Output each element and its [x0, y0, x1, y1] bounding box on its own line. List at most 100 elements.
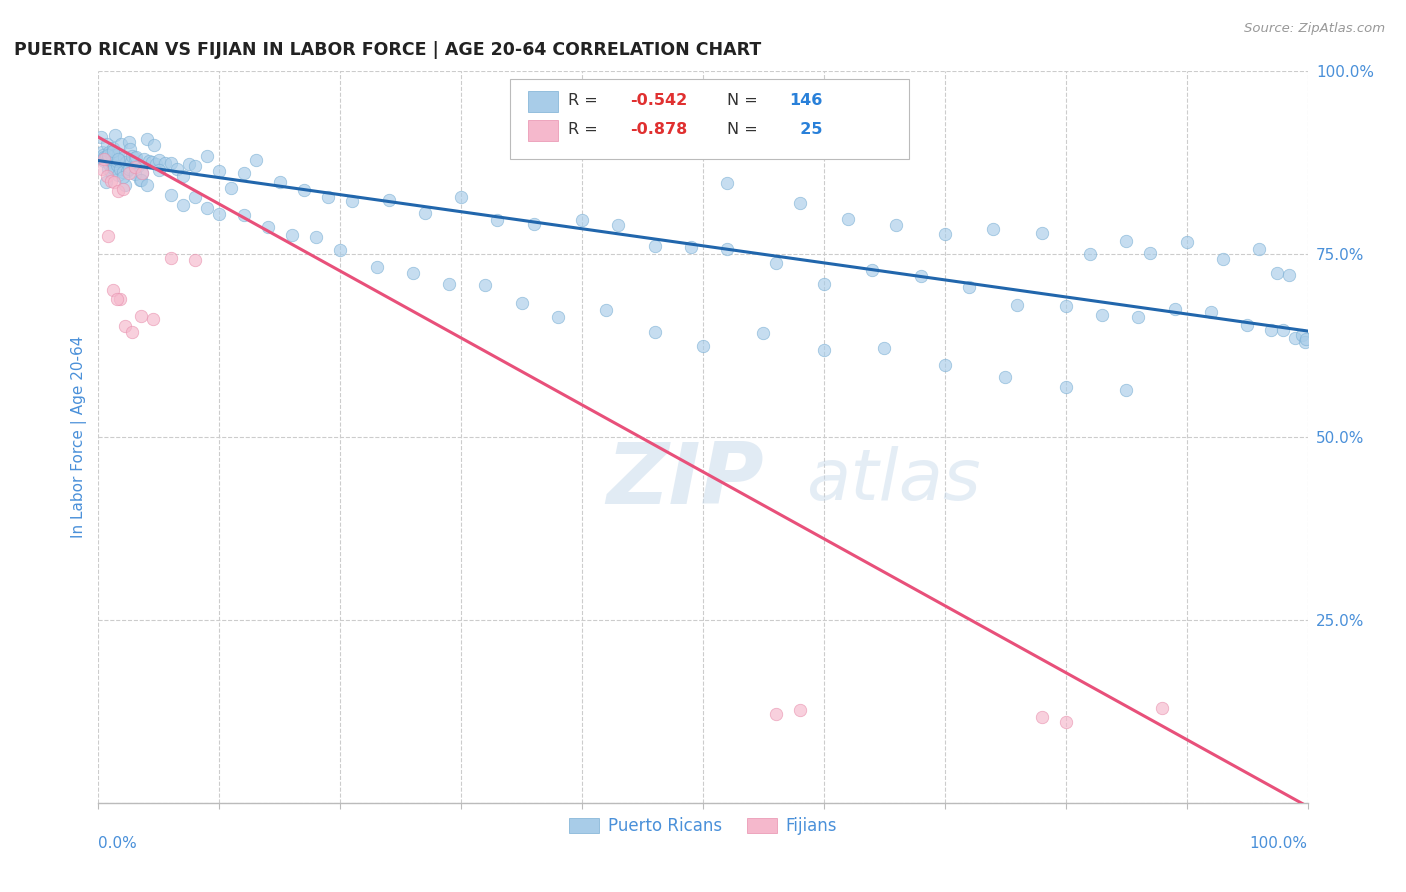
Point	[413, 206, 436, 220]
Point	[981, 222, 1004, 236]
Point	[108, 153, 131, 167]
Point	[129, 173, 152, 187]
Text: 0.0%: 0.0%	[98, 836, 138, 851]
Point	[98, 145, 121, 159]
Point	[789, 195, 811, 210]
Point	[96, 137, 118, 152]
Point	[101, 140, 124, 154]
Text: N =: N =	[727, 122, 763, 137]
Point	[644, 239, 666, 253]
Point	[679, 240, 702, 254]
Point	[934, 358, 956, 372]
Point	[97, 153, 120, 168]
Text: 25: 25	[789, 122, 823, 137]
Point	[1272, 323, 1295, 337]
Point	[115, 155, 138, 169]
Point	[91, 152, 114, 166]
Point	[145, 157, 167, 171]
Point	[135, 178, 157, 193]
Point	[131, 167, 153, 181]
Point	[1284, 331, 1306, 345]
Point	[141, 155, 163, 169]
Point	[148, 163, 170, 178]
Point	[547, 310, 569, 325]
Point	[184, 159, 207, 173]
Point	[114, 178, 136, 192]
Point	[329, 244, 352, 258]
Point	[124, 151, 146, 165]
Point	[93, 153, 115, 168]
Y-axis label: In Labor Force | Age 20-64: In Labor Force | Age 20-64	[72, 336, 87, 538]
Point	[195, 149, 218, 163]
Point	[595, 303, 617, 318]
Point	[789, 703, 811, 717]
Point	[179, 156, 201, 170]
Point	[1078, 246, 1101, 260]
Point	[118, 143, 141, 157]
Point	[103, 161, 125, 176]
Point	[100, 154, 122, 169]
Point	[1054, 299, 1077, 313]
Point	[813, 343, 835, 357]
Text: atlas: atlas	[806, 447, 980, 516]
Point	[377, 193, 399, 207]
Point	[1175, 235, 1198, 249]
Point	[107, 184, 129, 198]
Text: PUERTO RICAN VS FIJIAN IN LABOR FORCE | AGE 20-64 CORRELATION CHART: PUERTO RICAN VS FIJIAN IN LABOR FORCE | …	[14, 41, 761, 59]
Point	[134, 152, 156, 166]
Point	[129, 309, 152, 323]
Point	[1212, 252, 1234, 266]
Point	[108, 161, 131, 176]
Point	[256, 219, 278, 234]
Point	[232, 208, 254, 222]
Point	[281, 227, 304, 242]
Point	[571, 212, 593, 227]
Point	[100, 174, 122, 188]
Point	[143, 138, 166, 153]
Point	[957, 280, 980, 294]
Point	[1115, 234, 1137, 248]
Point	[127, 159, 149, 173]
Point	[316, 190, 339, 204]
Point	[125, 150, 148, 164]
Point	[91, 148, 114, 162]
Point	[111, 181, 134, 195]
Point	[166, 162, 188, 177]
Point	[100, 165, 122, 179]
Point	[111, 165, 134, 179]
Point	[128, 173, 150, 187]
Point	[1128, 310, 1150, 324]
Point	[124, 160, 146, 174]
Point	[1152, 700, 1174, 714]
Point	[1267, 266, 1289, 280]
Point	[934, 227, 956, 241]
Point	[131, 166, 153, 180]
Point	[450, 190, 472, 204]
Point	[108, 292, 131, 306]
Point	[160, 251, 183, 265]
Point	[124, 167, 146, 181]
Point	[135, 132, 157, 146]
Point	[93, 150, 115, 164]
Point	[117, 164, 139, 178]
Text: R =: R =	[568, 93, 602, 108]
Point	[104, 153, 127, 168]
Point	[692, 339, 714, 353]
Point	[860, 263, 883, 277]
Point	[1054, 380, 1077, 394]
Point	[342, 194, 364, 208]
Point	[97, 162, 120, 177]
FancyBboxPatch shape	[509, 78, 908, 159]
Point	[118, 166, 141, 180]
Point	[1199, 305, 1222, 319]
Point	[716, 242, 738, 256]
Point	[101, 145, 124, 159]
Point	[1291, 328, 1313, 343]
Point	[716, 176, 738, 190]
FancyBboxPatch shape	[527, 91, 558, 112]
Point	[1278, 268, 1301, 282]
Point	[305, 230, 328, 244]
Point	[96, 169, 118, 184]
Point	[292, 183, 315, 197]
Point	[1249, 243, 1271, 257]
